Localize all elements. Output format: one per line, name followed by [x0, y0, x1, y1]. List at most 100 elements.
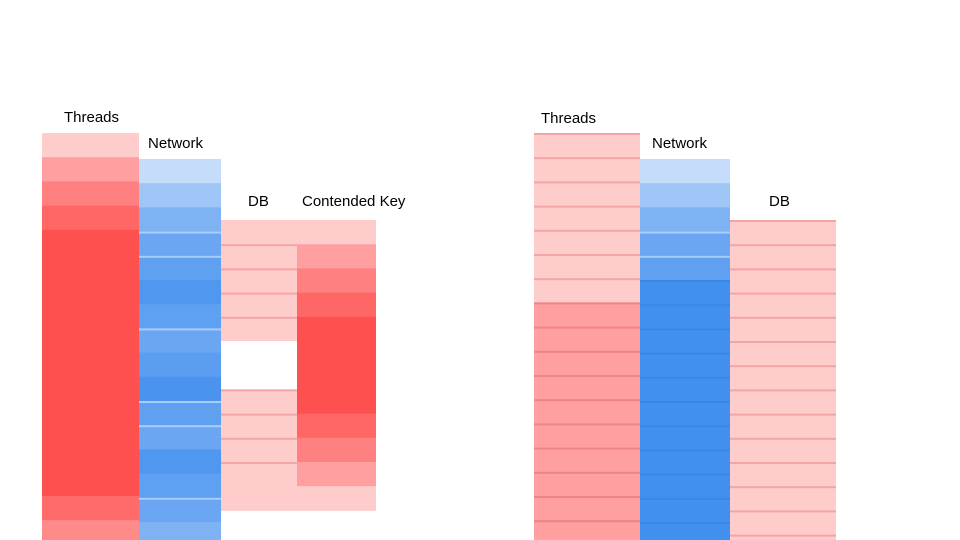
- with-contention-threads-segment: [42, 399, 139, 424]
- right-db-label: DB: [769, 193, 790, 210]
- without-contention-db-row-divider: [730, 365, 836, 368]
- without-contention-network-row-divider: [640, 376, 730, 379]
- with-contention-contended-key-segment: [297, 365, 376, 390]
- with-contention-db-segment: [221, 462, 297, 487]
- without-contention-threads-segment: [534, 447, 640, 473]
- with-contention-contended-key-segment: [297, 389, 376, 414]
- without-contention-threads-segment: [534, 205, 640, 231]
- without-contention-threads-segment: [534, 254, 640, 279]
- without-contention-threads-segment: [534, 157, 640, 182]
- with-contention-network-segment: [139, 280, 221, 305]
- with-contention-db-segment: [221, 341, 297, 366]
- without-contention-threads-segment: [534, 423, 640, 448]
- with-contention-threads-segment: [42, 302, 139, 327]
- right-network-label: Network: [652, 135, 708, 152]
- without-contention-db-segment: [730, 510, 836, 535]
- with-contention-network-row-divider: [139, 328, 221, 331]
- without-contention-threads-row-divider: [534, 375, 640, 377]
- with-contention-threads-segment: [42, 229, 139, 255]
- without-contention-network-row-divider: [640, 328, 730, 331]
- without-contention-network-segment: [640, 328, 730, 353]
- with-contention-network-row-divider: [139, 255, 221, 258]
- without-contention-db-row-divider: [730, 268, 836, 271]
- with-contention-network-segment: [139, 401, 221, 426]
- with-contention-threads-segment: [42, 496, 139, 521]
- without-contention-threads-segment: [534, 326, 640, 352]
- without-contention-threads-row-divider: [534, 157, 640, 160]
- without-contention-network-segment: [640, 352, 730, 378]
- with-contention-db-segment: [221, 220, 297, 245]
- without-contention-network-row-divider: [640, 449, 730, 452]
- with-contention-contended-key-segment: [297, 341, 376, 366]
- with-contention-threads-segment: [42, 133, 139, 158]
- with-contention-contended-key-segment: [297, 268, 376, 293]
- without-contention-network-row-divider: [640, 401, 730, 403]
- with-contention-threads-segment: [42, 520, 139, 540]
- without-contention-threads-segment: [534, 350, 640, 376]
- with-contention-contended-key-segment: [297, 220, 376, 245]
- with-contention-db-segment: [221, 389, 297, 414]
- with-contention-network-segment: [139, 231, 221, 257]
- without-contention-db-row-divider: [730, 244, 836, 247]
- with-contention-network-segment: [139, 522, 221, 540]
- with-contention-db-segment: [221, 486, 297, 511]
- without-contention-threads-row-divider: [534, 254, 640, 256]
- without-contention-threads-row-divider: [534, 229, 640, 232]
- without-contention-network-row-divider: [640, 522, 730, 524]
- without-contention-threads-segment: [534, 471, 640, 497]
- left-network-label: Network: [148, 135, 204, 152]
- with-contention-contended-key-segment: [297, 316, 376, 342]
- without-contention-db-segment: [730, 437, 836, 463]
- without-contention-db-row-divider: [730, 486, 836, 489]
- without-contention-db-segment: [730, 316, 836, 342]
- without-contention-threads-segment: [534, 278, 640, 303]
- without-contention-db-segment: [730, 244, 836, 269]
- with-contention-db-segment: [221, 437, 297, 463]
- with-contention-network-segment: [139, 328, 221, 353]
- with-contention-network-segment: [139, 255, 221, 281]
- without-contention-db-segment: [730, 268, 836, 293]
- with-contention-db-segment: [221, 316, 297, 342]
- with-contention-network-segment: [139, 449, 221, 474]
- with-contention-db-row-divider: [221, 413, 297, 416]
- without-contention-network-segment: [640, 207, 730, 232]
- with-contention-db-row-divider: [221, 292, 297, 295]
- without-contention-threads-row-divider: [534, 399, 640, 402]
- without-contention-db-segment: [730, 292, 836, 318]
- without-contention-db-segment: [730, 462, 836, 487]
- without-contention-threads-row-divider: [534, 447, 640, 450]
- without-contention-db-segment: [730, 365, 836, 390]
- with-contention-threads-segment: [42, 471, 139, 497]
- with-contention-threads-segment: [42, 375, 139, 400]
- without-contention-db-segment: [730, 486, 836, 511]
- without-contention-threads-segment: [534, 520, 640, 540]
- left-threads-label: Threads: [64, 109, 120, 126]
- with-contention-network-row-divider: [139, 401, 221, 403]
- without-contention-db-row-divider: [730, 510, 836, 513]
- with-contention-network-segment: [139, 159, 221, 184]
- with-contention-db-row-divider: [221, 462, 297, 464]
- without-contention-db-row-divider: [730, 534, 836, 537]
- with-contention-network-row-divider: [139, 497, 221, 500]
- without-contention-network-segment: [640, 280, 730, 305]
- without-contention-db-row-divider: [730, 220, 836, 222]
- without-contention-network-segment: [640, 231, 730, 257]
- left-db-label: DB: [248, 193, 269, 210]
- with-contention-threads-segment: [42, 254, 139, 279]
- without-contention-network-row-divider: [640, 497, 730, 500]
- without-contention-threads-row-divider: [534, 133, 640, 135]
- without-contention-network-segment: [640, 449, 730, 474]
- without-contention-network-segment: [640, 376, 730, 402]
- with-contention-threads-segment: [42, 423, 139, 448]
- without-contention-db-row-divider: [730, 292, 836, 295]
- without-contention-db-row-divider: [730, 437, 836, 440]
- without-contention-threads-row-divider: [534, 423, 640, 426]
- without-contention-network-segment: [640, 522, 730, 540]
- without-contention-db-segment: [730, 413, 836, 439]
- without-contention-db-segment: [730, 389, 836, 414]
- with-contention-db-row-divider: [221, 437, 297, 440]
- without-contention-network-segment: [640, 159, 730, 184]
- without-contention-threads-row-divider: [534, 302, 640, 305]
- without-contention-db-row-divider: [730, 413, 836, 416]
